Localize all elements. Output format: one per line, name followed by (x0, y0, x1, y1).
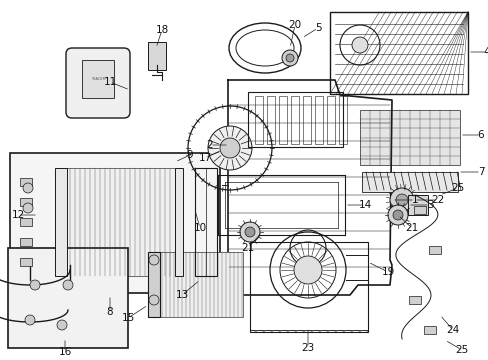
Bar (55, 168, 67, 276)
Bar (314, 96, 323, 144)
Bar (266, 96, 274, 144)
Bar (361, 172, 457, 192)
Bar (407, 195, 427, 215)
Text: 14: 14 (358, 200, 371, 210)
Circle shape (285, 54, 293, 62)
Bar (326, 96, 334, 144)
Bar (423, 326, 435, 334)
Circle shape (57, 320, 67, 330)
Bar (428, 246, 440, 254)
Text: 11: 11 (103, 77, 116, 87)
Circle shape (351, 37, 367, 53)
Text: 19: 19 (381, 267, 394, 277)
Text: 1: 1 (411, 195, 417, 205)
Circle shape (149, 295, 159, 305)
Bar (148, 252, 160, 317)
Bar (20, 258, 32, 266)
Bar (10, 153, 220, 293)
Circle shape (293, 256, 321, 284)
Circle shape (395, 194, 407, 206)
Bar (148, 42, 165, 70)
Bar (249, 242, 367, 332)
Circle shape (387, 205, 407, 225)
Circle shape (244, 227, 254, 237)
Bar (20, 178, 32, 186)
Bar (413, 206, 425, 214)
Circle shape (207, 126, 251, 170)
Text: 20: 20 (288, 20, 301, 30)
Circle shape (149, 255, 159, 265)
Text: 12: 12 (11, 210, 24, 220)
Text: 17: 17 (198, 153, 211, 163)
Text: 25: 25 (450, 183, 464, 193)
Circle shape (282, 50, 297, 66)
Text: 2: 2 (206, 140, 213, 150)
Bar (359, 110, 459, 165)
Bar (175, 168, 183, 276)
Bar (65, 168, 175, 276)
Text: 9: 9 (186, 150, 193, 160)
Bar (247, 92, 342, 147)
Bar (254, 96, 263, 144)
Bar (20, 218, 32, 226)
Circle shape (392, 210, 402, 220)
Text: 21: 21 (405, 223, 418, 233)
Bar (279, 96, 286, 144)
Bar (158, 252, 243, 317)
Circle shape (220, 138, 240, 158)
Text: 25: 25 (454, 345, 468, 355)
Circle shape (30, 280, 40, 290)
Bar (20, 198, 32, 206)
Text: 4: 4 (483, 47, 488, 57)
Circle shape (240, 222, 260, 242)
Circle shape (63, 280, 73, 290)
Text: 8: 8 (106, 307, 113, 317)
Circle shape (389, 188, 413, 212)
Text: 18: 18 (155, 25, 168, 35)
Circle shape (23, 203, 33, 213)
Bar (329, 12, 467, 94)
Circle shape (25, 315, 35, 325)
Text: 6: 6 (477, 130, 483, 140)
Bar (20, 238, 32, 246)
Text: 23: 23 (301, 343, 314, 353)
Text: 22: 22 (430, 195, 444, 205)
FancyBboxPatch shape (66, 48, 130, 118)
Text: 15: 15 (121, 313, 134, 323)
Bar (195, 168, 217, 276)
Text: 21: 21 (241, 243, 254, 253)
Circle shape (23, 183, 33, 193)
Bar (82, 60, 114, 98)
Bar (8, 248, 128, 348)
Bar (290, 96, 298, 144)
Text: 7: 7 (477, 167, 483, 177)
Bar (338, 96, 346, 144)
Text: 3: 3 (426, 200, 432, 210)
Text: TRACER: TRACER (91, 77, 105, 81)
Text: 10: 10 (193, 223, 206, 233)
Text: 5: 5 (314, 23, 321, 33)
Bar (303, 96, 310, 144)
Text: 16: 16 (58, 347, 71, 357)
Text: 13: 13 (175, 290, 188, 300)
Text: 24: 24 (446, 325, 459, 335)
Bar (408, 296, 420, 304)
